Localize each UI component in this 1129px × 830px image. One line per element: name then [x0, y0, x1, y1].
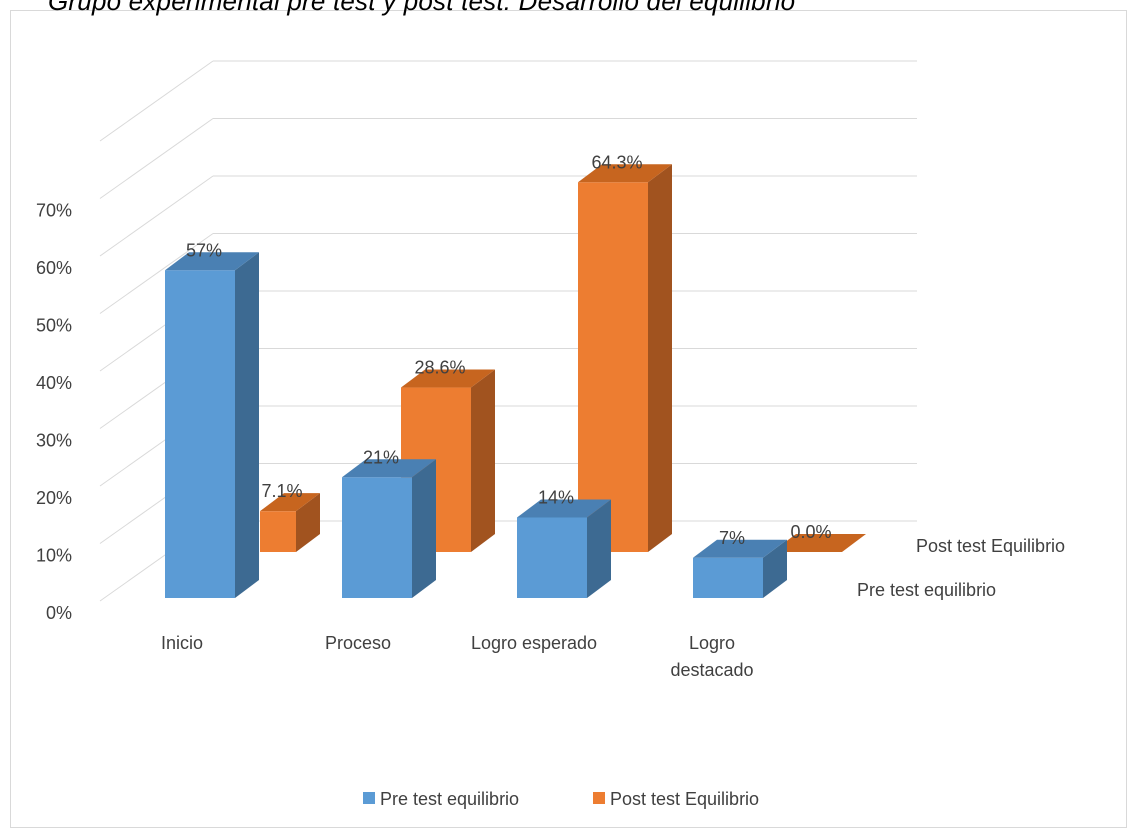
- depth-label-post: Post test Equilibrio: [916, 536, 1065, 556]
- bar-top-face: [517, 499, 611, 518]
- y-tick-label: 10%: [36, 546, 72, 566]
- pre-test-bar: [165, 252, 259, 598]
- y-tick-label: 30%: [36, 431, 72, 451]
- bar-front-face: [342, 477, 412, 598]
- bar-top-face: [260, 493, 320, 512]
- bar-top-face: [342, 459, 436, 478]
- pre-test-data-label: 57%: [186, 240, 222, 260]
- category-label: Inicio: [161, 633, 203, 653]
- post-test-bar: [772, 534, 866, 552]
- bar-top-face: [165, 252, 259, 271]
- side-gridline: [99, 118, 214, 199]
- bar-front-face: [165, 270, 235, 598]
- bar-side-face: [235, 252, 259, 598]
- category-label: Logro: [689, 633, 735, 653]
- bar-front-face: [517, 517, 587, 598]
- y-tick-label: 50%: [36, 316, 72, 336]
- y-tick-label: 20%: [36, 488, 72, 508]
- bar-top-face: [772, 534, 866, 552]
- side-gridline: [99, 60, 214, 142]
- depth-label-pre: Pre test equilibrio: [857, 580, 996, 600]
- bar-side-face: [587, 499, 611, 598]
- bar-side-face: [763, 539, 787, 598]
- bar-front-face: [578, 182, 648, 552]
- bar-side-face: [412, 459, 436, 598]
- pre-test-bar: [342, 459, 436, 598]
- gridlines: [99, 60, 917, 602]
- category-label: destacado: [670, 660, 753, 680]
- legend-swatch: [363, 792, 375, 804]
- post-test-data-label: 64.3%: [591, 152, 642, 172]
- pre-test-data-label: 14%: [538, 488, 574, 508]
- pre-test-bar: [693, 539, 787, 598]
- category-label: Logro esperado: [471, 633, 597, 653]
- side-gridline: [99, 233, 214, 314]
- chart-title: Grupo experimental pre test y post test:…: [48, 0, 796, 16]
- legend-label: Post test Equilibrio: [610, 789, 759, 809]
- post-test-bar: [578, 164, 672, 552]
- bar-side-face: [648, 164, 672, 552]
- data-labels: 7.1% 28.6% 64.3% 0.0% 57% 21% 14% 7%: [186, 152, 832, 547]
- legend-label: Pre test equilibrio: [380, 789, 519, 809]
- bar-front-face: [260, 511, 296, 552]
- y-tick-label: 0%: [46, 603, 72, 623]
- post-test-bar: [260, 493, 320, 552]
- post-test-data-label: 28.6%: [414, 358, 465, 378]
- legend: Pre test equilibrio Post test Equilibrio: [363, 789, 759, 809]
- pre-test-series: [165, 252, 787, 598]
- bar-side-face: [471, 369, 495, 552]
- side-gridline: [99, 175, 214, 257]
- category-label: Proceso: [325, 633, 391, 653]
- bar-top-face: [401, 369, 495, 388]
- bar-top-face: [693, 539, 787, 558]
- bar-side-face: [296, 493, 320, 552]
- legend-swatch: [593, 792, 605, 804]
- pre-test-bar: [517, 499, 611, 598]
- y-tick-label: 60%: [36, 258, 72, 278]
- post-test-data-label: 0.0%: [790, 522, 831, 542]
- post-test-data-label: 7.1%: [261, 481, 302, 501]
- axis-labels: 0% 10% 20% 30% 40% 50% 60% 70% Inicio Proceso Logr…: [36, 201, 1065, 681]
- pre-test-data-label: 7%: [719, 528, 745, 548]
- y-tick-label: 70%: [36, 201, 72, 221]
- bar-top-face: [578, 164, 672, 183]
- pre-test-data-label: 21%: [363, 447, 399, 467]
- y-tick-label: 40%: [36, 373, 72, 393]
- bar-front-face: [693, 557, 763, 598]
